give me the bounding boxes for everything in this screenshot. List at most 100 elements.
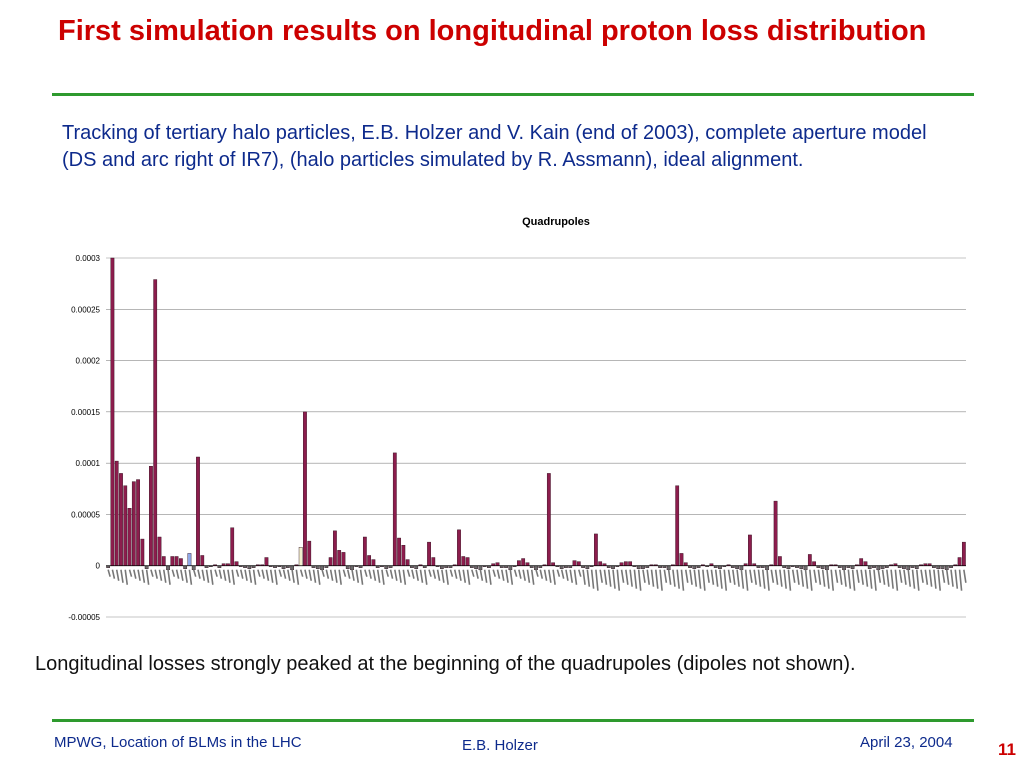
bar [427, 541, 431, 566]
x-tick-label [231, 569, 236, 585]
x-tick-label [646, 569, 651, 585]
bar [440, 565, 444, 569]
x-tick-label [423, 569, 428, 585]
bar [431, 557, 436, 566]
bar [153, 279, 158, 566]
bar [778, 556, 782, 566]
bar [748, 534, 752, 566]
bar [961, 541, 966, 566]
x-tick-label [744, 569, 749, 591]
x-tick-label [543, 569, 548, 581]
bar [405, 559, 410, 566]
x-tick-label [757, 569, 762, 587]
x-tick-label [838, 569, 843, 585]
bar [350, 565, 354, 571]
bar [298, 547, 303, 566]
x-tick-label [800, 569, 805, 587]
bar [799, 565, 804, 569]
x-tick-label [466, 569, 471, 585]
x-tick-label [175, 569, 180, 579]
bar [234, 561, 239, 566]
x-tick-label [120, 569, 124, 583]
x-tick-label [629, 569, 633, 587]
x-tick-label [257, 569, 261, 577]
bar [187, 553, 192, 566]
bar [110, 257, 115, 566]
x-tick-label [924, 569, 929, 585]
x-tick-label [394, 569, 398, 581]
x-tick-label [453, 569, 458, 579]
x-tick-label [890, 569, 894, 589]
x-tick-label [518, 569, 522, 579]
x-tick-label [689, 569, 693, 585]
bar [401, 545, 406, 566]
title-divider [52, 93, 974, 96]
bar [474, 565, 478, 569]
bar [123, 485, 128, 566]
footer-event: MPWG, Location of BLMs in the LHC [54, 734, 302, 751]
bar [119, 473, 123, 566]
x-tick-label [312, 569, 317, 583]
x-tick-label [916, 569, 920, 591]
bar [131, 481, 136, 566]
x-tick-label [834, 569, 839, 583]
x-tick-label [928, 569, 933, 587]
x-tick-label [488, 569, 492, 585]
x-tick-label [847, 569, 852, 589]
x-tick-label [843, 569, 847, 587]
x-tick-label [458, 569, 462, 581]
x-tick-label [560, 569, 565, 579]
bar [465, 557, 470, 566]
x-tick-label [907, 569, 912, 587]
x-tick-label [492, 569, 496, 577]
bar [551, 562, 555, 566]
x-tick-label [509, 569, 514, 585]
x-tick-label [141, 569, 146, 583]
bar [144, 565, 149, 569]
x-tick-label [607, 569, 612, 587]
bar [619, 562, 624, 566]
bar [127, 508, 132, 566]
page-number: 11 [998, 740, 1016, 759]
x-tick-label [826, 569, 830, 589]
x-tick-label [398, 569, 402, 583]
footer-divider [52, 719, 974, 722]
bar [230, 527, 235, 566]
y-tick-label: 0.00005 [71, 510, 100, 519]
bar [478, 565, 483, 571]
x-tick-label [693, 569, 698, 587]
bar [183, 565, 188, 569]
x-tick-label [933, 569, 937, 589]
x-tick-label [248, 569, 253, 583]
x-tick-label [796, 569, 800, 585]
x-tick-label [873, 569, 877, 591]
bar [807, 554, 812, 566]
x-tick-label [171, 569, 176, 577]
bar [957, 557, 962, 566]
x-tick-label [342, 569, 347, 577]
bar [666, 565, 671, 571]
bar [572, 560, 577, 566]
x-tick-label [522, 569, 526, 581]
bar [718, 565, 722, 569]
x-tick-label [154, 569, 158, 579]
bar [628, 561, 633, 566]
bar [623, 561, 628, 566]
x-tick-label [406, 569, 411, 577]
x-tick-label [856, 569, 860, 583]
x-tick-label [479, 569, 484, 581]
bar [594, 533, 598, 566]
bar [371, 559, 376, 566]
bar [906, 565, 911, 571]
x-tick-label [903, 569, 907, 585]
footer-date: April 23, 2004 [860, 734, 953, 751]
bar [114, 460, 119, 566]
x-tick-label [539, 569, 544, 579]
x-tick-label [150, 569, 154, 577]
x-tick-label [787, 569, 792, 591]
x-tick-label [364, 569, 368, 577]
bar [341, 552, 346, 566]
bar [517, 560, 521, 566]
bar [598, 561, 603, 566]
